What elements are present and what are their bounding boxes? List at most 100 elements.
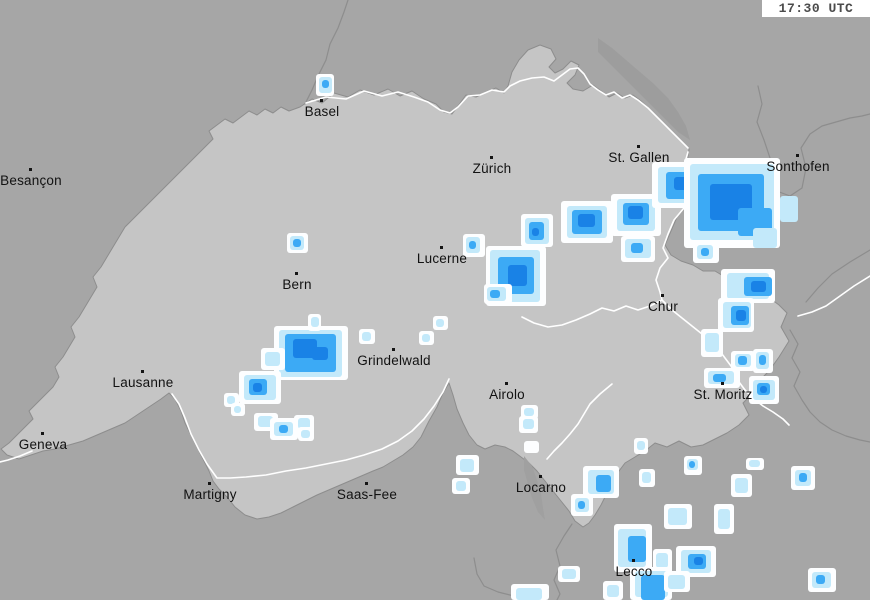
timestamp-box: 17:30 UTC — [762, 0, 870, 17]
radar-cell — [578, 214, 595, 227]
river-ticino — [546, 383, 613, 460]
city-label: Lecco — [615, 564, 653, 579]
radar-cell — [713, 374, 726, 382]
city-dot-icon — [392, 348, 395, 351]
city-dot-icon — [29, 168, 32, 171]
radar-cell — [738, 356, 747, 365]
switzerland-region — [0, 44, 790, 528]
radar-cell — [637, 441, 645, 450]
radar-cell — [301, 430, 310, 438]
radar-cell — [749, 460, 760, 467]
city-label: Lausanne — [112, 375, 174, 390]
radar-cell — [578, 501, 585, 509]
radar-cell — [759, 355, 766, 365]
city-label: St. Moritz — [693, 387, 753, 402]
city-dot-icon — [365, 482, 368, 485]
city-label: Chur — [647, 299, 679, 314]
border-austria-italy-east — [805, 249, 870, 303]
radar-cell — [628, 206, 643, 219]
city-label: Sonthofen — [766, 159, 830, 174]
radar-cell — [312, 347, 328, 360]
city-dot-icon — [440, 246, 443, 249]
radar-cell — [562, 569, 576, 579]
radar-cell — [780, 196, 798, 222]
radar-cell — [227, 396, 235, 404]
radar-cell — [694, 557, 703, 565]
radar-cell — [523, 419, 534, 429]
radar-cell — [668, 508, 687, 525]
radar-cell — [524, 441, 539, 453]
city-dot-icon — [796, 154, 799, 157]
lake-constance — [598, 38, 690, 140]
radar-cell — [469, 241, 476, 249]
radar-cell — [234, 406, 241, 413]
radar-cell — [279, 425, 288, 433]
river-rhone-geneva — [0, 450, 33, 463]
city-label: Saas-Fee — [336, 487, 398, 502]
city-dot-icon — [539, 475, 542, 478]
lake-maggiore — [524, 456, 545, 520]
city-dot-icon — [208, 482, 211, 485]
radar-cell — [460, 459, 474, 472]
radar-cell — [641, 575, 665, 600]
river-rhone — [171, 378, 450, 479]
radar-cell — [689, 461, 695, 468]
city-label: Airolo — [489, 387, 525, 402]
radar-cell — [751, 281, 766, 292]
border-italy-southeast — [789, 329, 870, 443]
city-label: Basel — [304, 104, 340, 119]
radar-cell — [736, 310, 746, 321]
city-label: St. Gallen — [608, 150, 670, 165]
radar-cell — [508, 265, 527, 286]
radar-cell — [628, 536, 646, 562]
radar-cell — [642, 472, 651, 483]
city-label: Martigny — [183, 487, 237, 502]
radar-cell — [298, 418, 310, 429]
radar-cell — [456, 481, 466, 491]
radar-cell — [422, 334, 430, 342]
radar-cell — [532, 228, 539, 236]
city-dot-icon — [637, 145, 640, 148]
radar-cell — [760, 386, 767, 393]
city-dot-icon — [490, 156, 493, 159]
city-label: Besançon — [0, 173, 62, 188]
city-label: Lucerne — [416, 251, 468, 266]
radar-cell — [362, 332, 371, 341]
city-dot-icon — [141, 370, 144, 373]
city-dot-icon — [505, 382, 508, 385]
city-label: Locarno — [515, 480, 567, 495]
river-rhine-north — [305, 67, 689, 149]
radar-cell — [524, 408, 534, 416]
river-inn-east — [797, 275, 870, 317]
border-france-germany — [304, 0, 349, 105]
radar-cell — [816, 575, 825, 584]
city-label: Geneva — [18, 437, 68, 452]
city-dot-icon — [661, 294, 664, 297]
radar-cell — [799, 473, 807, 482]
radar-cell — [436, 319, 444, 327]
radar-cell — [596, 475, 611, 492]
radar-cell — [656, 553, 668, 568]
radar-cell — [253, 383, 262, 392]
radar-cell — [753, 228, 777, 248]
radar-cell — [293, 239, 301, 247]
city-dot-icon — [721, 382, 724, 385]
city-dot-icon — [320, 99, 323, 102]
radar-cell — [265, 352, 280, 366]
city-dot-icon — [632, 559, 635, 562]
city-label: Zürich — [472, 161, 512, 176]
radar-cell — [490, 290, 500, 298]
city-label: Bern — [282, 277, 312, 292]
radar-cell — [322, 80, 329, 88]
radar-cell — [701, 248, 709, 256]
radar-cell — [735, 478, 748, 493]
city-dot-icon — [295, 272, 298, 275]
radar-cell — [668, 575, 685, 589]
radar-cell — [293, 339, 317, 358]
city-dot-icon — [41, 432, 44, 435]
radar-cell — [718, 509, 730, 529]
radar-cell — [631, 243, 643, 253]
